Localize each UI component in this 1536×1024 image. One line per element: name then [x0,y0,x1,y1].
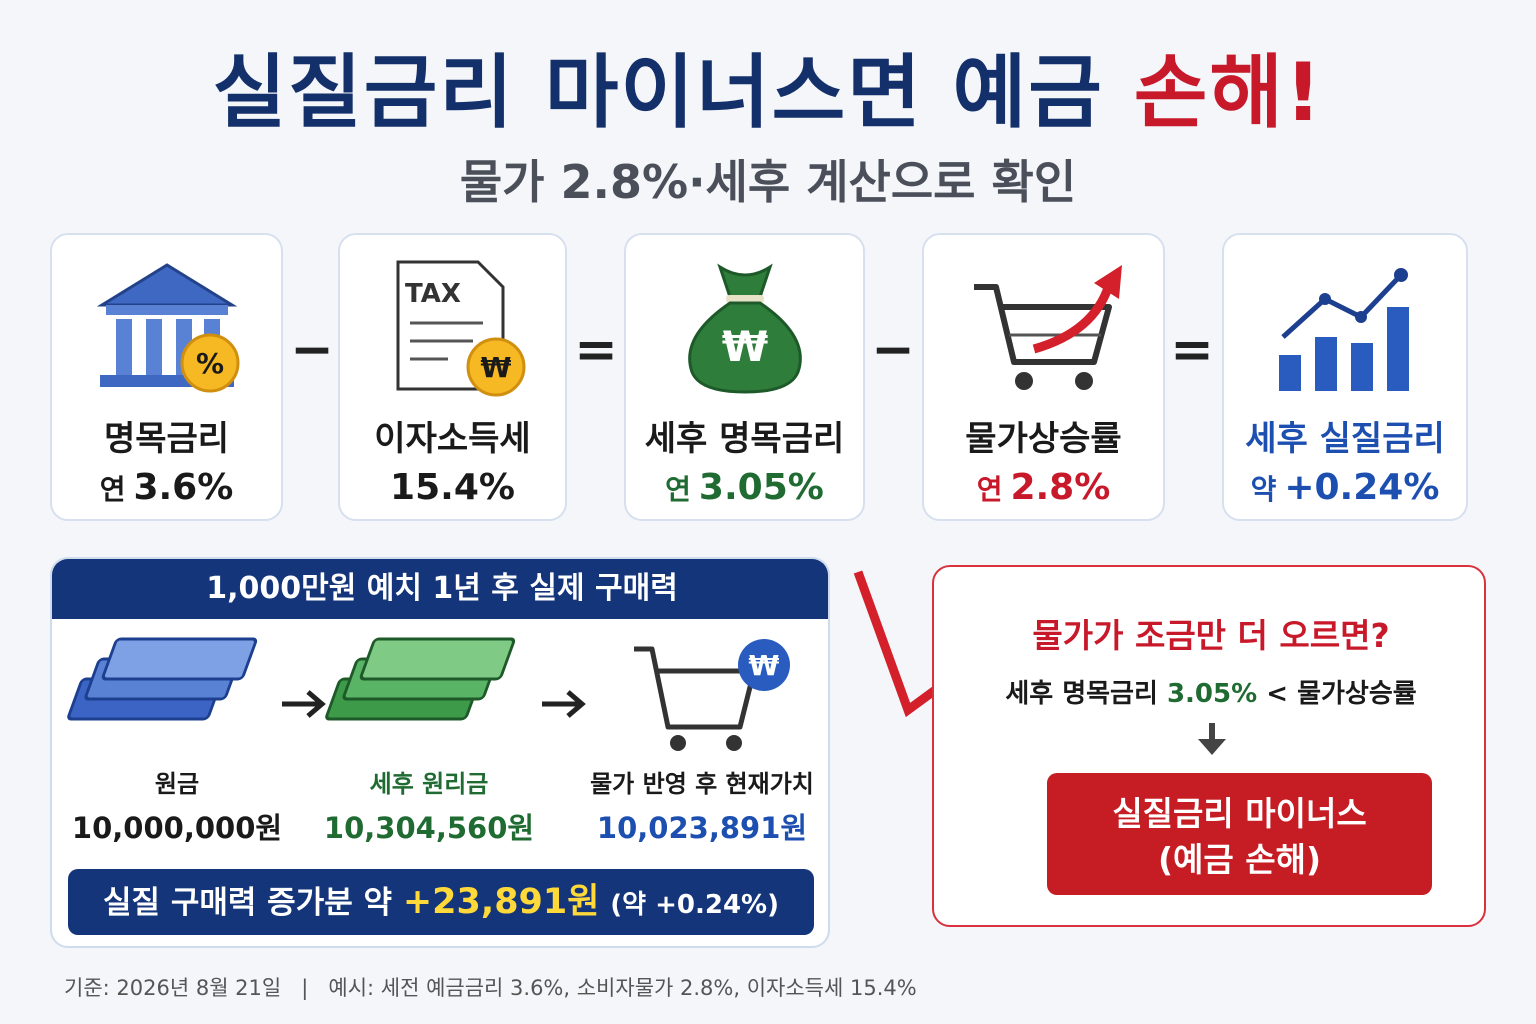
tax-icon: TAX ₩ [396,260,525,397]
card-label: 세후 명목금리 [644,419,845,459]
compare-right: 물가상승률 [1297,679,1417,709]
arrow-down [1198,723,1226,755]
summary-amount: +23,891원 [402,882,600,922]
compare-symbol: < [1266,679,1289,709]
icon-badge: ₩ [480,351,511,384]
compare-left: 세후 명목금리 [1005,679,1158,709]
item-amount: 10,304,560원 [323,811,535,845]
card-number: 3.05% [698,467,824,508]
card-prefix: 약 [1250,473,1277,506]
card-number: 3.6% [133,467,234,508]
green-cash [325,637,516,721]
footer-example: 예시: 세전 예금금리 3.6%, 소비자물가 2.8%, 이자소득세 15.4… [328,976,917,1000]
card-prefix: 연 [665,473,691,506]
card-label: 명목금리 [103,419,230,459]
result-box: 실질금리 마이너스 (예금 손해) [1047,773,1432,895]
item-label: 세후 원리금 [369,770,489,798]
icon-text: ₩ [721,322,767,371]
cart-badge: ₩ [749,649,780,682]
card: 세후 실질금리 약 +0.24% [1222,233,1468,521]
compare-value: 3.05% [1166,679,1258,709]
item-label: 원금 [154,770,200,798]
footer-basis: 기준: 2026년 8월 21일 [64,976,282,1000]
item: 물가 반영 후 현재가치 10,023,891원 [562,764,828,847]
purchase-icons: ₩ [67,637,790,751]
card-value: 약 +0.24% [1224,467,1466,508]
comparison: 세후 명목금리 3.05% < 물가상승률 [934,673,1488,710]
operator: − [871,320,915,380]
bank-icon: % [96,263,239,393]
result-line: (예금 손해) [1157,840,1322,879]
item: 세후 원리금 10,304,560원 [304,764,554,847]
card-label: 물가상승률 [965,419,1122,459]
warning-title: 물가가 조금만 더 오르면? [1032,616,1390,655]
card-label: 세후 실질금리 [1245,419,1445,459]
purchase-panel: 1,000만원 예치 1년 후 실제 구매력 ₩ 원금 10,000,000원 세… [50,557,830,948]
card-label: 이자소득세 [374,419,531,459]
card-number: 2.8% [1010,467,1111,508]
panel-title: 1,000만원 예치 1년 후 실제 구매력 [52,559,828,619]
card: ₩ 세후 명목금리 연 3.05% [624,233,865,521]
cart: ₩ [634,639,790,751]
card: 물가상승률 연 2.8% [922,233,1165,521]
title-accent: 손해! [1133,46,1324,139]
blue-cash [67,637,258,721]
money-bag-icon: ₩ [687,263,802,394]
card-value: 연 3.6% [52,467,281,508]
subtitle: 물가 2.8%·세후 계산으로 확인 [459,155,1077,209]
card: % 명목금리 연 3.6% [50,233,283,521]
icon-text: TAX [405,279,461,309]
summary-bar: 실질 구매력 증가분 약 +23,891원 (약 +0.24%) [68,869,814,935]
footer: 기준: 2026년 8월 21일 | 예시: 세전 예금금리 3.6%, 소비자… [64,972,917,1002]
card-prefix: 연 [976,473,1003,506]
title: 실질금리 마이너스면 예금 손해! [0,28,1536,144]
item-label: 물가 반영 후 현재가치 [590,770,814,798]
icon-text: % [195,347,223,380]
item-amount: 10,000,000원 [71,811,283,845]
item: 원금 10,000,000원 [52,764,302,847]
cart-icon [973,265,1122,390]
footer-separator: | [301,976,309,1000]
operator: = [574,320,618,380]
card-value: 15.4% [390,467,515,508]
result-line: 실질금리 마이너스 [1112,794,1367,833]
card-number: +0.24% [1284,467,1440,508]
item-amount: 10,023,891원 [596,811,808,845]
card-value: 연 2.8% [924,467,1163,508]
card-value: 연 3.05% [626,467,863,508]
title-main: 실질금리 마이너스면 예금 [212,46,1104,139]
summary-text: 실질 구매력 증가분 약 [103,885,393,921]
summary-note: (약 +0.24%) [610,890,779,920]
warning-panel: 물가가 조금만 더 오르면? 세후 명목금리 3.05% < 물가상승률 실질금… [932,565,1486,927]
card-prefix: 연 [99,473,126,506]
operator: − [290,320,334,380]
growth-icon [1279,268,1409,391]
operator: = [1170,320,1214,380]
card: TAX ₩ 이자소득세 15.4% [338,233,567,521]
